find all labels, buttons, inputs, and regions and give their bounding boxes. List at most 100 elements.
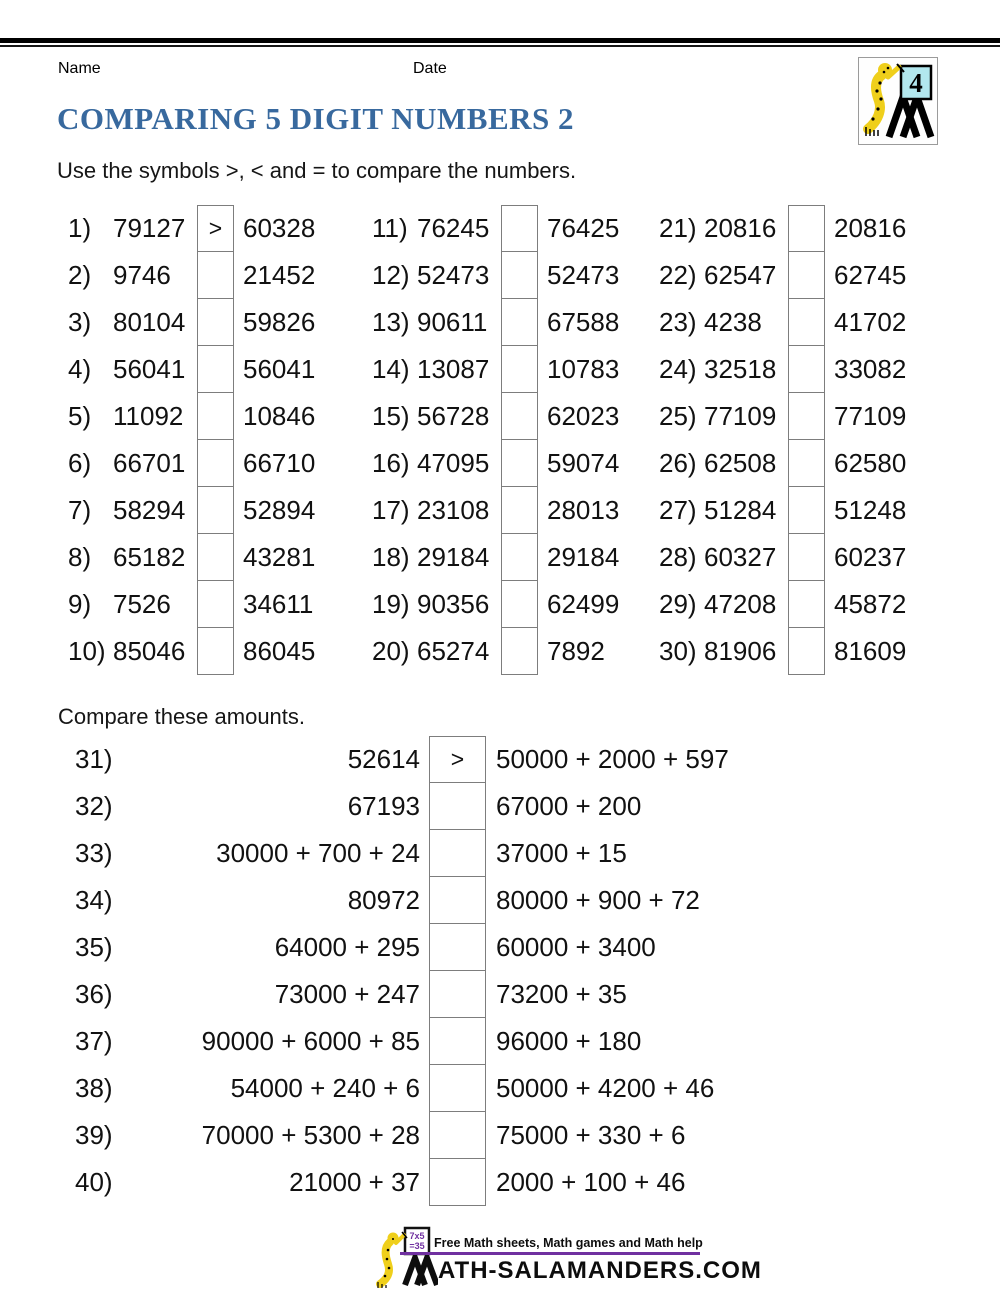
answer-box[interactable] [429, 830, 486, 877]
answer-box[interactable]: > [197, 205, 234, 252]
answer-box[interactable] [429, 924, 486, 971]
right-number: 81609 [834, 636, 907, 666]
problem-row: 11) 76245 76425 [372, 205, 619, 252]
answer-box[interactable] [197, 252, 234, 299]
right-number: 7892 [547, 636, 605, 666]
problem-row: 24) 32518 33082 [659, 346, 906, 393]
answer-box[interactable] [501, 393, 538, 440]
left-number: 85046 [113, 636, 186, 666]
problem-number: 28) [659, 542, 697, 572]
answer-box[interactable] [197, 440, 234, 487]
problem-number: 27) [659, 495, 697, 525]
answer-box[interactable] [501, 487, 538, 534]
top-border-thick [0, 38, 1000, 43]
problem-row: 31) 52614 > 50000 + 2000 + 597 [75, 736, 729, 783]
left-number: 66701 [113, 448, 186, 478]
right-number: 56041 [243, 354, 316, 384]
left-number: 90356 [417, 589, 490, 619]
answer-box[interactable] [197, 534, 234, 581]
answer-box[interactable] [429, 783, 486, 830]
problem-row: 35) 64000 + 295 60000 + 3400 [75, 924, 729, 971]
answer-box[interactable] [501, 534, 538, 581]
answer-box[interactable] [197, 346, 234, 393]
answer-box[interactable]: > [429, 736, 486, 783]
answer-box[interactable] [197, 393, 234, 440]
answer-box[interactable] [788, 346, 825, 393]
answer-box[interactable] [429, 1018, 486, 1065]
right-number: 20816 [834, 213, 907, 243]
left-number: 20816 [704, 213, 777, 243]
left-number: 9746 [113, 260, 171, 290]
answer-box[interactable] [788, 393, 825, 440]
left-amount: 30000 + 700 + 24 [216, 838, 420, 868]
answer-box[interactable] [501, 205, 538, 252]
right-number: 62023 [547, 401, 620, 431]
answer-box[interactable] [788, 628, 825, 675]
problem-number: 12) [372, 260, 410, 290]
problem-row: 15) 56728 62023 [372, 393, 619, 440]
answer-box[interactable] [788, 205, 825, 252]
problem-number: 7) [68, 495, 92, 525]
answer-box[interactable] [429, 971, 486, 1018]
problem-number: 26) [659, 448, 697, 478]
answer-box[interactable] [501, 252, 538, 299]
problem-number: 35) [75, 932, 113, 962]
problem-row: 38) 54000 + 240 + 6 50000 + 4200 + 46 [75, 1065, 729, 1112]
problem-row: 19) 90356 62499 [372, 581, 619, 628]
problem-row: 25) 77109 77109 [659, 393, 906, 440]
problem-row: 9) 7526 34611 [68, 581, 315, 628]
right-amount: 96000 + 180 [496, 1026, 642, 1056]
right-number: 10846 [243, 401, 316, 431]
right-number: 33082 [834, 354, 907, 384]
answer-box[interactable] [788, 252, 825, 299]
left-amount: 90000 + 6000 + 85 [201, 1026, 420, 1056]
left-number: 90611 [417, 307, 488, 337]
answer-box[interactable] [429, 1112, 486, 1159]
left-amount: 54000 + 240 + 6 [230, 1073, 420, 1103]
answer-box[interactable] [788, 440, 825, 487]
problem-number: 33) [75, 838, 113, 868]
problem-number: 11) [372, 213, 408, 243]
answer-box[interactable] [197, 581, 234, 628]
answer-box[interactable] [501, 581, 538, 628]
answer-box[interactable] [197, 299, 234, 346]
right-amount: 80000 + 900 + 72 [496, 885, 700, 915]
problem-number: 2) [68, 260, 92, 290]
answer-box[interactable] [788, 487, 825, 534]
answer-box[interactable] [788, 299, 825, 346]
answer-box[interactable] [501, 299, 538, 346]
right-number: 60328 [243, 213, 316, 243]
left-number: 4238 [704, 307, 762, 337]
problem-number: 15) [372, 401, 410, 431]
right-number: 21452 [243, 260, 316, 290]
left-number: 13087 [417, 354, 490, 384]
answer-box[interactable] [501, 440, 538, 487]
right-amount: 37000 + 15 [496, 838, 627, 868]
problems-column-2: 11) 76245 76425 12) 52473 52473 13) 9061… [372, 205, 619, 675]
answer-box[interactable] [197, 487, 234, 534]
problem-number: 16) [372, 448, 410, 478]
answer-box[interactable] [197, 628, 234, 675]
answer-box[interactable] [429, 1159, 486, 1206]
problem-row: 4) 56041 56041 [68, 346, 315, 393]
right-amount: 67000 + 200 [496, 791, 642, 821]
right-amount: 2000 + 100 + 46 [496, 1167, 686, 1197]
problem-row: 22) 62547 62745 [659, 252, 906, 299]
m-logo-icon [402, 1255, 438, 1287]
right-number: 52473 [547, 260, 620, 290]
answer-box[interactable] [501, 346, 538, 393]
answer-box[interactable] [429, 1065, 486, 1112]
left-number: 80104 [113, 307, 186, 337]
site-wordmark: ATH-SALAMANDERS.COM [402, 1255, 762, 1287]
problem-row: 8) 65182 43281 [68, 534, 315, 581]
problem-number: 25) [659, 401, 697, 431]
problem-row: 14) 13087 10783 [372, 346, 619, 393]
answer-box[interactable] [788, 581, 825, 628]
mini-board-text: =35 [409, 1241, 424, 1251]
answer-box[interactable] [429, 877, 486, 924]
answer-box[interactable] [788, 534, 825, 581]
right-amount: 60000 + 3400 [496, 932, 656, 962]
problem-number: 13) [372, 307, 410, 337]
answer-box[interactable] [501, 628, 538, 675]
problem-row: 29) 47208 45872 [659, 581, 906, 628]
